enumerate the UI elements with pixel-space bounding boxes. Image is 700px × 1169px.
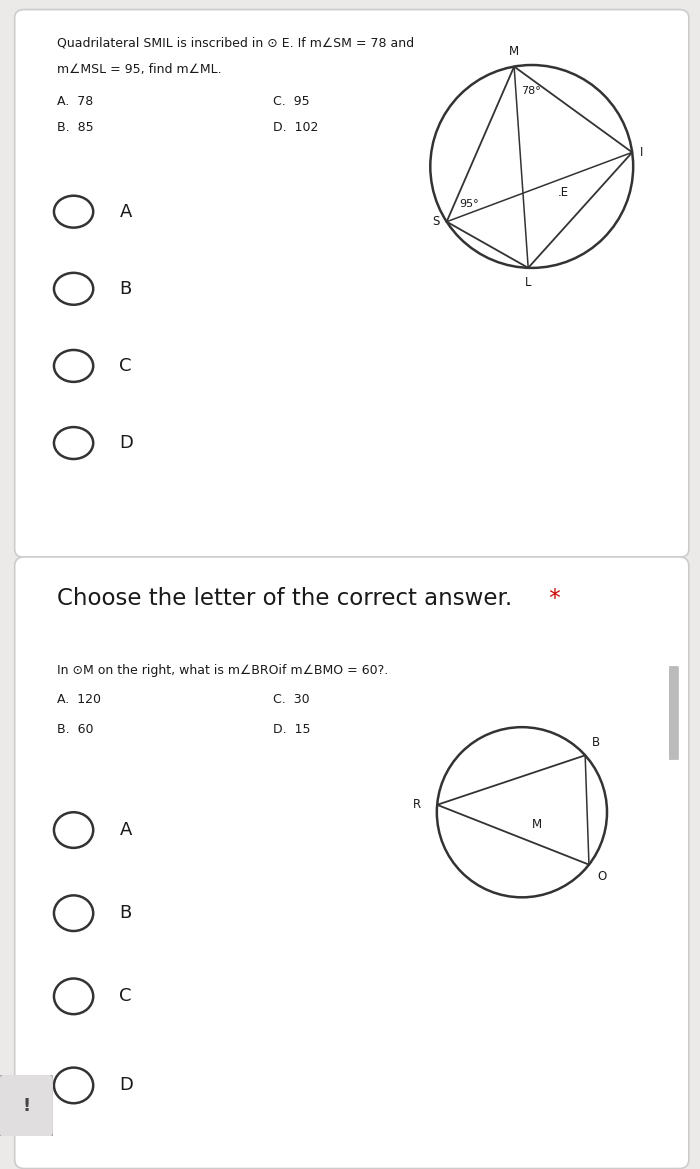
Text: M: M	[509, 44, 519, 58]
Text: C.  95: C. 95	[273, 95, 310, 108]
Text: D: D	[120, 1077, 133, 1094]
Text: B: B	[592, 735, 600, 749]
Text: D.  15: D. 15	[273, 724, 311, 736]
FancyBboxPatch shape	[669, 666, 678, 760]
Text: *: *	[542, 587, 560, 609]
Text: Quadrilateral SMIL is inscribed in ⊙ E. If m∠SM = 78 and: Quadrilateral SMIL is inscribed in ⊙ E. …	[57, 36, 414, 49]
Text: A: A	[120, 202, 132, 221]
Text: 95°: 95°	[460, 199, 480, 208]
Text: D: D	[120, 434, 133, 452]
Text: .E: .E	[558, 186, 569, 199]
Text: D.  102: D. 102	[273, 122, 318, 134]
Text: B: B	[120, 904, 132, 922]
Text: A: A	[120, 821, 132, 839]
Text: I: I	[639, 146, 643, 159]
Text: In ⊙M on the right, what is m∠BROif m∠BMO = 60?.: In ⊙M on the right, what is m∠BROif m∠BM…	[57, 664, 388, 677]
Text: M: M	[532, 818, 542, 831]
Text: B.  85: B. 85	[57, 122, 94, 134]
Text: O: O	[597, 870, 606, 883]
Text: B.  60: B. 60	[57, 724, 94, 736]
Text: m∠MSL = 95, find m∠ML.: m∠MSL = 95, find m∠ML.	[57, 63, 222, 76]
FancyBboxPatch shape	[0, 1074, 54, 1137]
Text: C: C	[120, 988, 132, 1005]
FancyBboxPatch shape	[15, 556, 689, 1169]
FancyBboxPatch shape	[15, 9, 689, 558]
Text: A.  78: A. 78	[57, 95, 94, 108]
Text: 78°: 78°	[521, 87, 540, 96]
Text: C.  30: C. 30	[273, 693, 310, 706]
Text: L: L	[525, 277, 531, 290]
Text: S: S	[432, 215, 440, 228]
Text: B: B	[120, 279, 132, 298]
Text: A.  120: A. 120	[57, 693, 102, 706]
Text: R: R	[413, 798, 421, 811]
Text: Choose the letter of the correct answer.: Choose the letter of the correct answer.	[57, 587, 512, 609]
Text: C: C	[120, 357, 132, 375]
Text: !: !	[22, 1097, 30, 1115]
